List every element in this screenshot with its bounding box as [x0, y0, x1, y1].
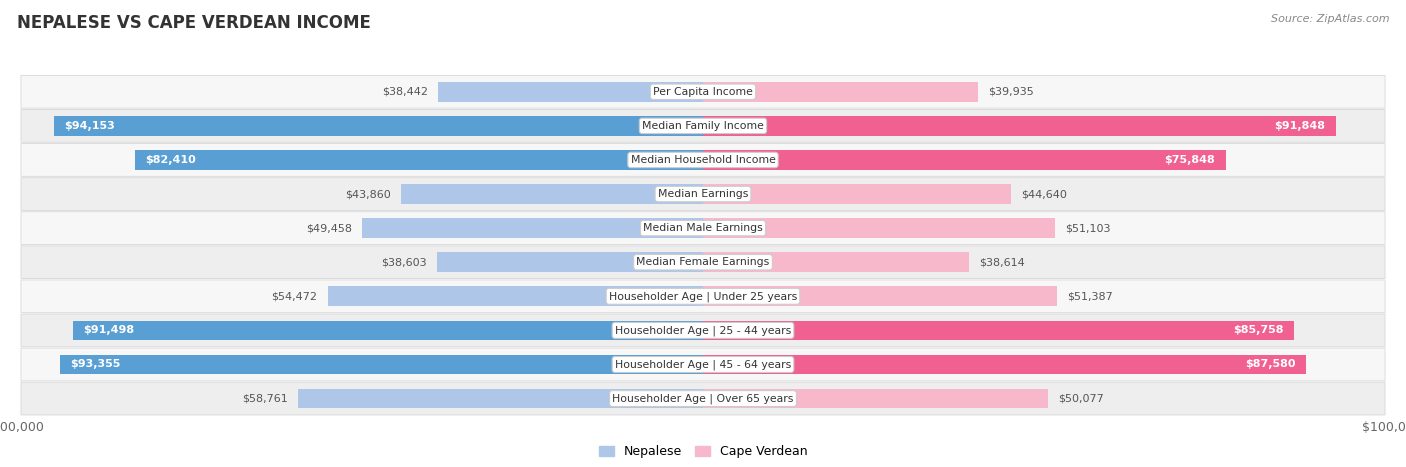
Text: Householder Age | 45 - 64 years: Householder Age | 45 - 64 years: [614, 359, 792, 370]
Bar: [60, 354, 703, 375]
Bar: [703, 252, 969, 272]
Text: Source: ZipAtlas.com: Source: ZipAtlas.com: [1271, 14, 1389, 24]
Text: $54,472: $54,472: [271, 291, 318, 301]
Bar: [55, 116, 703, 136]
FancyBboxPatch shape: [21, 348, 1385, 381]
Text: Median Male Earnings: Median Male Earnings: [643, 223, 763, 233]
Bar: [135, 150, 703, 170]
Text: Median Family Income: Median Family Income: [643, 121, 763, 131]
Legend: Nepalese, Cape Verdean: Nepalese, Cape Verdean: [593, 440, 813, 463]
Text: $49,458: $49,458: [307, 223, 352, 233]
FancyBboxPatch shape: [21, 246, 1385, 279]
FancyBboxPatch shape: [21, 382, 1385, 415]
Text: $38,603: $38,603: [381, 257, 426, 267]
Bar: [363, 218, 703, 238]
Text: $39,935: $39,935: [988, 87, 1035, 97]
Text: $91,848: $91,848: [1274, 121, 1326, 131]
Text: Median Earnings: Median Earnings: [658, 189, 748, 199]
FancyBboxPatch shape: [21, 75, 1385, 108]
Text: $94,153: $94,153: [65, 121, 115, 131]
FancyBboxPatch shape: [21, 109, 1385, 142]
Text: $75,848: $75,848: [1164, 155, 1215, 165]
Text: $58,761: $58,761: [242, 394, 288, 403]
Bar: [328, 286, 703, 306]
Text: $50,077: $50,077: [1059, 394, 1104, 403]
Bar: [703, 320, 1294, 340]
Bar: [401, 184, 703, 204]
Bar: [703, 150, 1226, 170]
Text: $87,580: $87,580: [1246, 360, 1296, 369]
Bar: [298, 389, 703, 409]
Bar: [703, 184, 1011, 204]
Text: $85,758: $85,758: [1233, 325, 1284, 335]
Text: Householder Age | Over 65 years: Householder Age | Over 65 years: [612, 393, 794, 404]
Text: $93,355: $93,355: [70, 360, 121, 369]
Text: NEPALESE VS CAPE VERDEAN INCOME: NEPALESE VS CAPE VERDEAN INCOME: [17, 14, 371, 32]
Text: Householder Age | Under 25 years: Householder Age | Under 25 years: [609, 291, 797, 302]
Text: $51,387: $51,387: [1067, 291, 1114, 301]
Bar: [703, 354, 1306, 375]
Text: $38,442: $38,442: [382, 87, 427, 97]
Bar: [703, 218, 1054, 238]
Text: Median Household Income: Median Household Income: [630, 155, 776, 165]
FancyBboxPatch shape: [21, 143, 1385, 177]
FancyBboxPatch shape: [21, 212, 1385, 245]
Bar: [703, 82, 979, 102]
Text: Householder Age | 25 - 44 years: Householder Age | 25 - 44 years: [614, 325, 792, 336]
FancyBboxPatch shape: [21, 314, 1385, 347]
Text: $82,410: $82,410: [146, 155, 197, 165]
Bar: [437, 252, 703, 272]
FancyBboxPatch shape: [21, 177, 1385, 211]
Bar: [703, 116, 1336, 136]
FancyBboxPatch shape: [21, 280, 1385, 313]
Bar: [439, 82, 703, 102]
Bar: [703, 389, 1047, 409]
Text: Median Female Earnings: Median Female Earnings: [637, 257, 769, 267]
Text: $51,103: $51,103: [1066, 223, 1111, 233]
Bar: [73, 320, 703, 340]
Text: $44,640: $44,640: [1021, 189, 1067, 199]
Text: $43,860: $43,860: [344, 189, 391, 199]
Bar: [703, 286, 1057, 306]
Text: Per Capita Income: Per Capita Income: [652, 87, 754, 97]
Text: $91,498: $91,498: [83, 325, 134, 335]
Text: $38,614: $38,614: [980, 257, 1025, 267]
